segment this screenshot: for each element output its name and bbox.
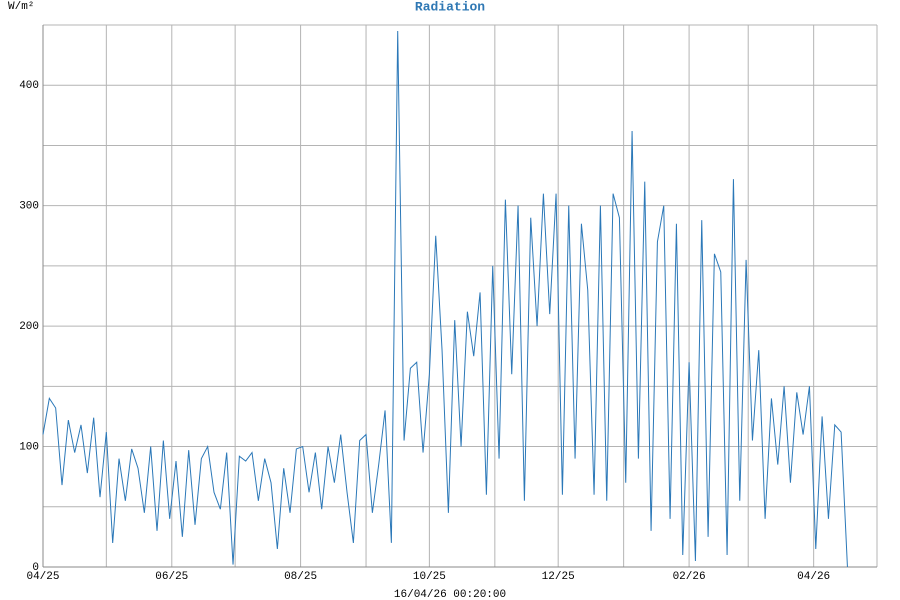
y-tick-label: 300 [19, 201, 39, 213]
y-unit: W/m² [8, 1, 34, 13]
x-tick-label: 04/26 [797, 571, 830, 583]
y-tick-label: 100 [19, 441, 39, 453]
y-tick-label: 0 [32, 562, 39, 574]
x-tick-label: 02/26 [673, 571, 706, 583]
y-tick-label: 200 [19, 321, 39, 333]
chart-title: Radiation [415, 0, 485, 14]
x-tick-label: 06/25 [155, 571, 188, 583]
footer-timestamp: 16/04/26 00:20:00 [394, 589, 506, 600]
x-tick-label: 12/25 [542, 571, 575, 583]
x-tick-label: 10/25 [413, 571, 446, 583]
x-tick-label: 04/25 [26, 571, 59, 583]
data-line [42, 31, 848, 568]
x-tick-label: 08/25 [284, 571, 317, 583]
y-tick-label: 400 [19, 80, 39, 92]
